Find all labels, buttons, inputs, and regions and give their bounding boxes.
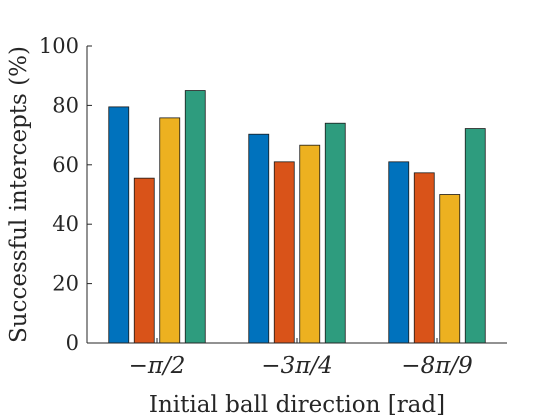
bar-s2-c1 xyxy=(133,177,155,344)
y-tick-label: 0 xyxy=(66,331,79,355)
bar-s2-c2 xyxy=(273,161,295,344)
bar-s1-c2 xyxy=(248,133,270,344)
bar-s2-c3 xyxy=(413,172,435,344)
y-axis-label: Successful intercepts (%) xyxy=(6,46,32,343)
x-tick-label: −π/2 xyxy=(129,353,186,379)
bar-s3-c2 xyxy=(299,144,321,344)
x-tick-label: −8π/9 xyxy=(401,353,472,379)
y-tick-label: 60 xyxy=(52,153,79,177)
y-tick-label: 100 xyxy=(39,34,79,58)
x-axis-label: Initial ball direction [rad] xyxy=(149,392,445,418)
bar-s4-c3 xyxy=(464,128,486,344)
bar-s3-c3 xyxy=(439,194,461,344)
y-tick-label: 40 xyxy=(52,212,79,236)
plot-area: 0 20 40 60 80 100 −π/2 −3π/4 −8π/9 xyxy=(39,34,507,379)
y-tick-label: 80 xyxy=(52,93,79,117)
bar-s4-c2 xyxy=(324,122,346,344)
y-tick-label: 20 xyxy=(52,272,79,296)
bar-s3-c1 xyxy=(159,117,181,344)
bar-s1-c1 xyxy=(108,106,130,344)
bar-s4-c1 xyxy=(184,90,206,344)
bar-s1-c3 xyxy=(388,161,410,344)
x-tick-label: −3π/4 xyxy=(261,353,332,379)
